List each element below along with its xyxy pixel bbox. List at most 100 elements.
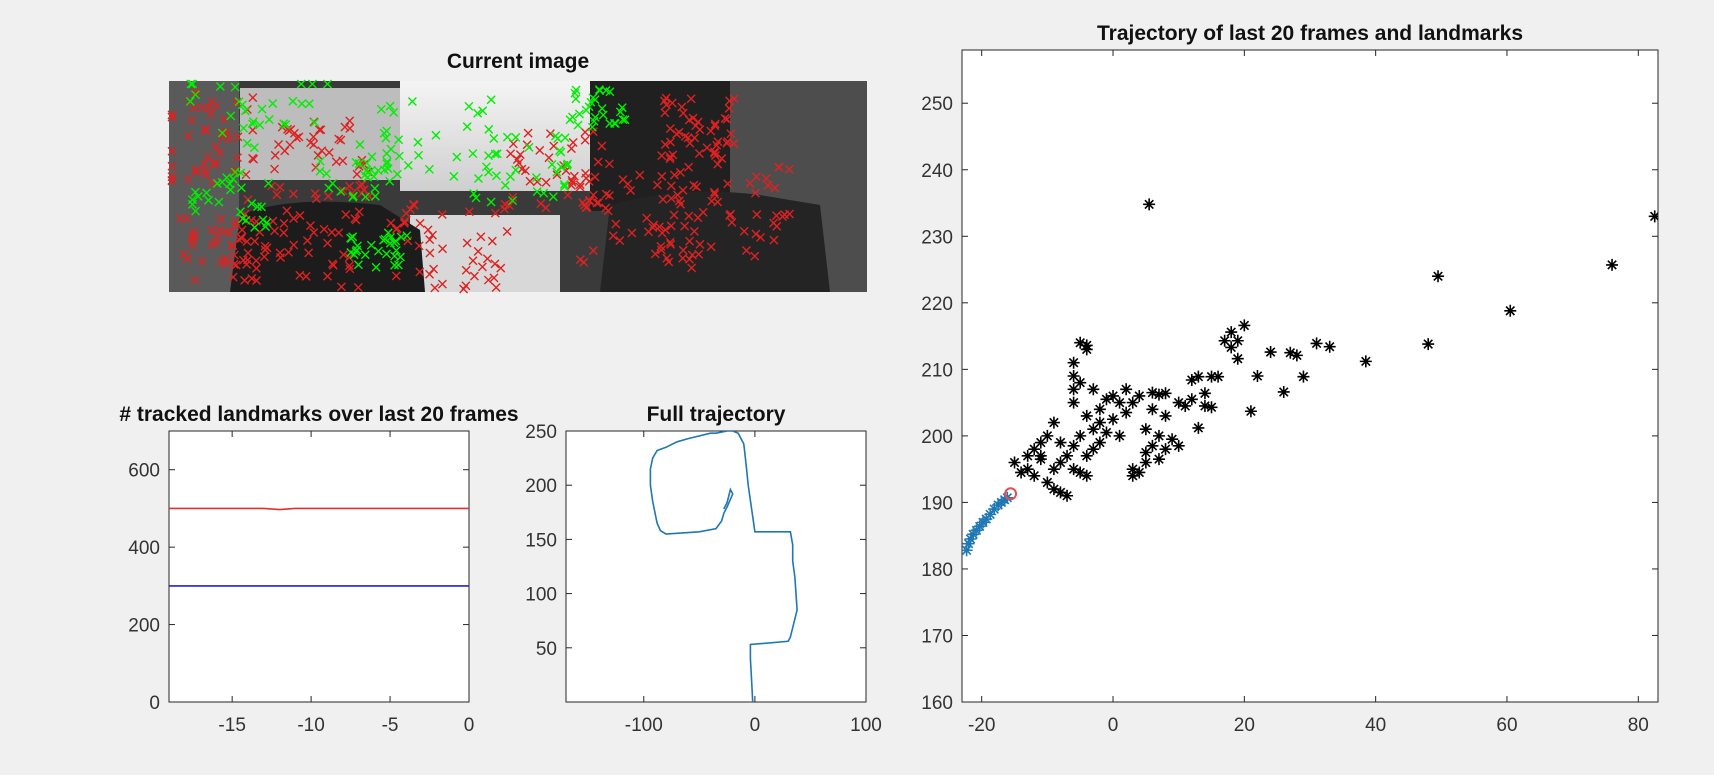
recent-y-tick-label: 250 — [921, 94, 953, 115]
inlier-keypoint — [279, 119, 289, 129]
landmark-point — [1238, 319, 1251, 332]
candidate-keypoint — [666, 193, 676, 203]
inlier-keypoint — [190, 90, 200, 100]
candidate-keypoint — [215, 148, 225, 158]
candidate-keypoint — [459, 284, 469, 294]
candidate-keypoint — [709, 187, 719, 197]
candidate-keypoint — [252, 276, 262, 285]
landmark-point — [1087, 423, 1100, 436]
candidate-keypoint — [220, 227, 230, 237]
landmark-point — [1179, 399, 1192, 412]
candidate-keypoint — [520, 166, 530, 176]
candidate-keypoint — [201, 170, 211, 180]
candidate-keypoint — [666, 239, 676, 249]
landmark-point — [1074, 466, 1087, 479]
candidate-keypoint — [197, 256, 207, 266]
candidate-keypoint — [579, 200, 589, 210]
candidate-keypoint — [678, 253, 688, 263]
candidate-keypoint — [642, 213, 652, 223]
landmark-point — [1133, 466, 1146, 479]
candidate-keypoints — [167, 87, 794, 294]
landmark-point — [1152, 429, 1165, 442]
candidate-keypoint — [575, 182, 585, 192]
landmark-point — [1159, 443, 1172, 456]
inlier-keypoint — [378, 235, 388, 245]
inlier-keypoint — [553, 134, 563, 144]
landmark-point — [1231, 334, 1244, 347]
inlier-keypoint — [531, 173, 541, 183]
candidate-keypoint — [191, 87, 201, 97]
candidate-keypoint — [580, 135, 590, 145]
inlier-keypoint — [556, 162, 566, 172]
inlier-keypoint — [563, 159, 573, 169]
inlier-keypoint — [552, 167, 562, 177]
candidate-keypoint — [167, 146, 177, 156]
inlier-keypoint — [353, 260, 363, 270]
candidate-keypoint — [399, 218, 409, 228]
inlier-keypoint — [186, 79, 196, 89]
inlier-keypoint — [307, 79, 317, 89]
inlier-keypoint — [288, 96, 298, 106]
landmark-point — [1021, 463, 1034, 476]
inlier-keypoint — [449, 171, 459, 181]
current-image-title: Current image — [447, 50, 589, 73]
candidate-keypoint — [706, 242, 716, 252]
candidate-keypoint — [584, 176, 594, 186]
landmark-point — [1205, 370, 1218, 383]
inlier-keypoint — [264, 115, 274, 125]
inlier-keypoint — [414, 150, 424, 160]
candidate-keypoint — [415, 218, 425, 228]
candidate-keypoint — [289, 213, 299, 223]
landmark-point — [1074, 336, 1087, 349]
candidate-keypoint — [752, 209, 762, 219]
landmark-point — [1126, 463, 1139, 476]
recent-y-tick-label: 240 — [921, 161, 953, 182]
candidate-keypoint — [183, 174, 193, 184]
landmark-point — [1080, 409, 1093, 422]
candidate-keypoint — [741, 246, 751, 256]
inlier-keypoint — [360, 250, 370, 260]
candidate-keypoint — [251, 263, 261, 273]
recent-y-tick-label: 230 — [921, 227, 953, 248]
landmark-point — [1284, 346, 1297, 359]
candidate-keypoint — [283, 124, 293, 134]
inlier-keypoint — [413, 137, 423, 147]
candidate-keypoint — [687, 250, 697, 260]
recent-x-tick-label: 60 — [1496, 715, 1517, 736]
inlier-keypoint — [502, 132, 512, 142]
candidate-keypoint — [189, 103, 199, 113]
candidate-keypoint — [666, 221, 676, 231]
inlier-keypoint — [595, 86, 605, 96]
trajectory-x-tick-label: 100 — [850, 715, 882, 736]
candidate-keypoint — [667, 98, 677, 108]
inlier-keypoint — [486, 197, 496, 207]
inlier-keypoint — [367, 152, 377, 162]
candidate-keypoint — [270, 164, 280, 174]
candidate-keypoint — [608, 231, 618, 241]
candidate-keypoint — [588, 190, 598, 200]
inlier-keypoint — [386, 144, 396, 154]
inlier-keypoint — [310, 118, 320, 128]
candidate-keypoint — [339, 250, 349, 260]
candidate-keypoint — [569, 171, 579, 181]
inlier-keypoint — [225, 179, 235, 189]
candidate-keypoint — [167, 110, 177, 120]
trajectory-point — [962, 537, 975, 550]
landmark-point — [1028, 469, 1041, 482]
landmark-point — [1054, 456, 1067, 469]
candidate-keypoint — [675, 167, 685, 177]
landmark-point — [1041, 429, 1054, 442]
candidate-keypoint — [750, 251, 760, 261]
inlier-keypoint — [260, 222, 270, 232]
candidate-keypoint — [179, 249, 189, 259]
inlier-keypoint — [252, 202, 262, 212]
candidate-keypoint — [204, 103, 214, 112]
landmark-point — [1047, 416, 1060, 429]
candidate-keypoint — [359, 185, 369, 195]
landmark-point — [1047, 463, 1060, 476]
candidate-keypoint — [710, 147, 720, 157]
candidate-keypoint — [720, 113, 730, 123]
inlier-keypoint — [571, 94, 581, 104]
inlier-keypoint — [486, 95, 496, 105]
candidate-keypoint — [191, 165, 201, 175]
